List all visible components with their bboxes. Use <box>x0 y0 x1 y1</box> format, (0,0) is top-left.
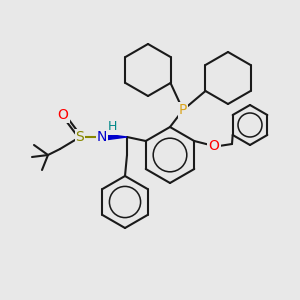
Polygon shape <box>108 134 127 140</box>
Text: O: O <box>208 139 219 153</box>
Text: O: O <box>58 108 68 122</box>
Text: S: S <box>76 130 84 144</box>
Text: N: N <box>97 130 107 144</box>
Text: H: H <box>107 121 117 134</box>
Text: P: P <box>179 103 187 117</box>
